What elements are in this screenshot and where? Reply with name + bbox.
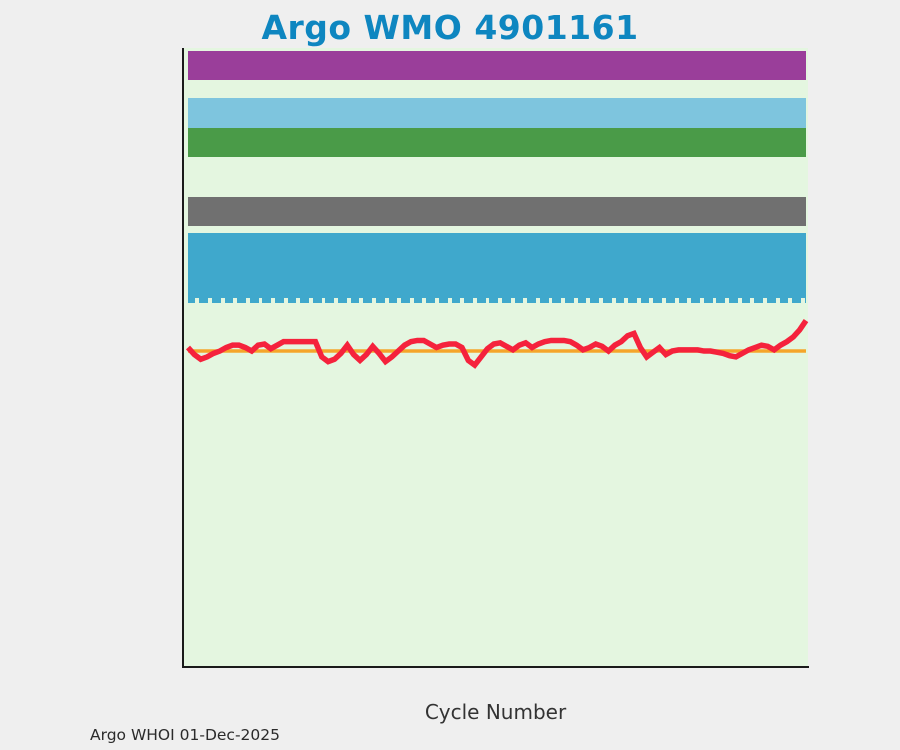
profile-depth-band [188,233,806,303]
profile-depth-dash [409,298,414,303]
footer-credit: Argo WHOI 01-Dec-2025 [90,726,280,744]
profile-depth-dash [762,298,767,303]
profile-depth-dash [271,298,276,303]
ctd-levels-band [188,196,806,226]
profile-depth-dash [548,298,553,303]
profile-depth-dash [283,298,288,303]
profile-depth-dash [485,298,490,303]
profile-depth-dash [674,298,679,303]
profile-depth-dash [788,298,793,303]
pres-adjustment-line [185,318,809,369]
profile-depth-dash [422,298,427,303]
profile-depth-dash [712,298,717,303]
position-qc-band [188,127,806,157]
profile-depth-dash [359,298,364,303]
x-axis-line [182,666,809,668]
y-axis-line [182,48,184,666]
profile-depth-dash [498,298,503,303]
profile-depth-dash [308,298,313,303]
profile-depth-dash [245,298,250,303]
profile-depth-dash [687,298,692,303]
profile-depth-dash [725,298,730,303]
profile-depth-dash [586,298,591,303]
profile-depth-dash [561,298,566,303]
profile-depth-dash [599,298,603,303]
profile-depth-dash [258,298,263,303]
profile-depth-dash [573,298,578,303]
profile-depth-dash [611,298,616,303]
profile-depth-dash [699,298,704,303]
profile-depth-dash [321,298,326,303]
profile-depth-dash [523,298,528,303]
profile-depth-dash [346,298,351,303]
profile-depth-dash [233,298,238,303]
profile-depth-dash [737,298,742,303]
profile-depth-dash [397,298,402,303]
profile-depth-dash [460,298,465,303]
profile-depth-dash [208,298,212,303]
profile-depth-dash [384,298,389,303]
profile-depth-dash [510,298,515,303]
profile-depth-dash [296,298,301,303]
positioning-system-band [188,98,806,128]
profile-depth-dash [435,298,439,303]
profile-depth-dash [195,298,200,303]
profile-depth-dash [372,298,376,303]
profile-depth-dash [220,298,225,303]
page-title: Argo WMO 4901161 [261,8,639,47]
x-axis-title: Cycle Number [424,700,567,724]
profile-depth-dash [472,298,477,303]
date-type-band [188,50,806,80]
profile-depth-dash [750,298,755,303]
profile-depth-dash [662,298,666,303]
profile-depth-dash [447,298,452,303]
profile-depth-dash [649,298,654,303]
pres-adjustment-trace [185,317,809,371]
profile-depth-dash [535,298,540,303]
profile-depth-dash [624,298,629,303]
profile-depth-dash [334,298,339,303]
profile-depth-dash [800,298,805,303]
profile-depth-dash [775,298,780,303]
profile-depth-dash [636,298,641,303]
